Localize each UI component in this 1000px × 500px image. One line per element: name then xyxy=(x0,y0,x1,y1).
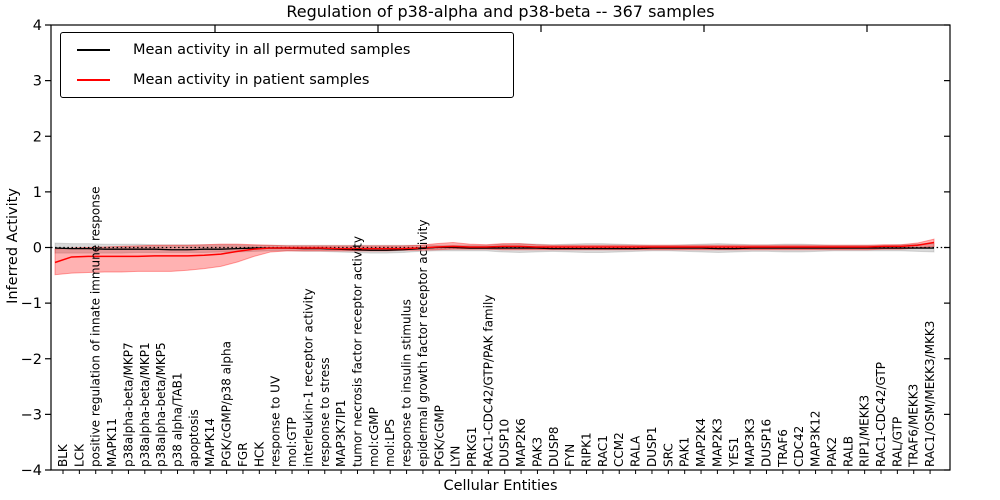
x-tick-label: FGR xyxy=(236,442,250,467)
y-axis-label: Inferred Activity xyxy=(5,188,21,304)
x-tick-label: mol:cGMP xyxy=(367,407,381,467)
x-tick-label: DUSP8 xyxy=(547,426,561,467)
x-tick-label: MAP2K3 xyxy=(710,418,724,467)
x-tick-label: p38alpha-beta/MKP5 xyxy=(154,342,168,467)
x-tick-label: response to UV xyxy=(269,375,283,467)
x-tick-label: RALA xyxy=(629,435,643,467)
x-axis-label: Cellular Entities xyxy=(443,478,558,494)
x-tick-label: MAP2K4 xyxy=(694,418,708,467)
x-tick-label: mol:GTP xyxy=(285,417,299,467)
x-tick-label: MAP3K12 xyxy=(809,410,823,467)
x-tick-label: TRAF6 xyxy=(776,429,790,468)
y-tick-label: −4 xyxy=(21,463,42,479)
x-tick-label: response to insulin stimulus xyxy=(400,299,414,467)
x-tick-label: SRC xyxy=(661,443,675,467)
chart-title: Regulation of p38-alpha and p38-beta -- … xyxy=(286,2,715,21)
x-tick-label: tumor necrosis factor receptor activity xyxy=(350,236,364,467)
x-tick-label: MAPK14 xyxy=(203,418,217,467)
x-tick-label: CDC42 xyxy=(792,426,806,467)
legend-black-line-swatch xyxy=(77,49,110,51)
x-tick-label: p38 alpha/TAB1 xyxy=(171,373,185,467)
y-tick-label: −3 xyxy=(21,407,42,423)
x-tick-label: RIP1/MEKK3 xyxy=(858,395,872,467)
x-tick-label: PGK/cGMP xyxy=(432,405,446,467)
y-tick-label: 3 xyxy=(33,74,42,90)
legend-label-permuted: Mean activity in all permuted samples xyxy=(133,42,411,58)
permuted-mean-line xyxy=(54,246,934,251)
x-tick-label: PGK/cGMP/p38 alpha xyxy=(220,341,234,467)
legend: Mean activity in all permuted samples Me… xyxy=(60,32,514,98)
y-tick-label: 4 xyxy=(33,18,42,34)
y-tick-label: 2 xyxy=(33,129,42,145)
x-tick-label: RAC1/OSM/MEKK3/MKK3 xyxy=(923,321,937,467)
x-tick-label: positive regulation of innate immune res… xyxy=(89,187,103,467)
x-tick-label: apoptosis xyxy=(187,409,201,467)
legend-label-patient: Mean activity in patient samples xyxy=(133,72,370,88)
x-tick-label: RAC1-CDC42/GTP/PAK family xyxy=(481,295,495,467)
x-tick-label: RALB xyxy=(841,436,855,467)
x-tick-label: RAL/GTP xyxy=(890,417,904,467)
legend-red-line-swatch xyxy=(77,79,110,81)
y-tick-label: 1 xyxy=(33,185,42,201)
x-tick-label: RAC1 xyxy=(596,435,610,467)
y-tick-label: 0 xyxy=(33,241,42,257)
x-tick-label: PAK3 xyxy=(530,437,544,467)
x-tick-label: RIPK1 xyxy=(580,432,594,467)
x-tick-label: BLK xyxy=(56,443,70,467)
x-tick-label: FYN xyxy=(563,444,577,467)
x-tick-label: PAK1 xyxy=(678,437,692,467)
x-tick-label: MAP3K7IP1 xyxy=(334,400,348,467)
x-tick-label: interleukin-1 receptor activity xyxy=(301,288,315,467)
x-tick-label: HCK xyxy=(252,441,266,467)
x-tick-label: MAP3K3 xyxy=(743,418,757,467)
x-tick-label: DUSP16 xyxy=(759,419,773,467)
x-tick-label: mol:LPS xyxy=(383,419,397,467)
x-tick-label: YES1 xyxy=(727,437,741,468)
y-tick-label: −1 xyxy=(21,296,42,312)
x-tick-label: epidermal growth factor receptor activit… xyxy=(416,220,430,467)
patient-mean-line xyxy=(54,241,935,264)
x-tick-label: TRAF6/MEKK3 xyxy=(907,384,921,468)
x-tick-label: p38alpha-beta/MKP1 xyxy=(138,342,152,467)
x-tick-label: PRKG1 xyxy=(465,427,479,467)
x-tick-label: MAP2K6 xyxy=(514,418,528,467)
x-tick-label: LCK xyxy=(72,443,86,467)
x-tick-label: DUSP10 xyxy=(498,419,512,467)
x-tick-label: PAK2 xyxy=(825,437,839,467)
x-tick-label: CCM2 xyxy=(612,432,626,467)
legend-entry-patient: Mean activity in patient samples xyxy=(61,68,513,92)
x-tick-label: LYN xyxy=(449,446,463,467)
x-tick-label: RAC1-CDC42/GTP xyxy=(874,362,888,467)
x-tick-label: MAPK11 xyxy=(105,418,119,467)
x-tick-label: DUSP1 xyxy=(645,426,659,467)
y-tick-label: −2 xyxy=(21,352,42,368)
legend-entry-permuted: Mean activity in all permuted samples xyxy=(61,38,513,62)
x-tick-label: response to stress xyxy=(318,357,332,467)
x-tick-label: p38alpha-beta/MKP7 xyxy=(121,342,135,467)
